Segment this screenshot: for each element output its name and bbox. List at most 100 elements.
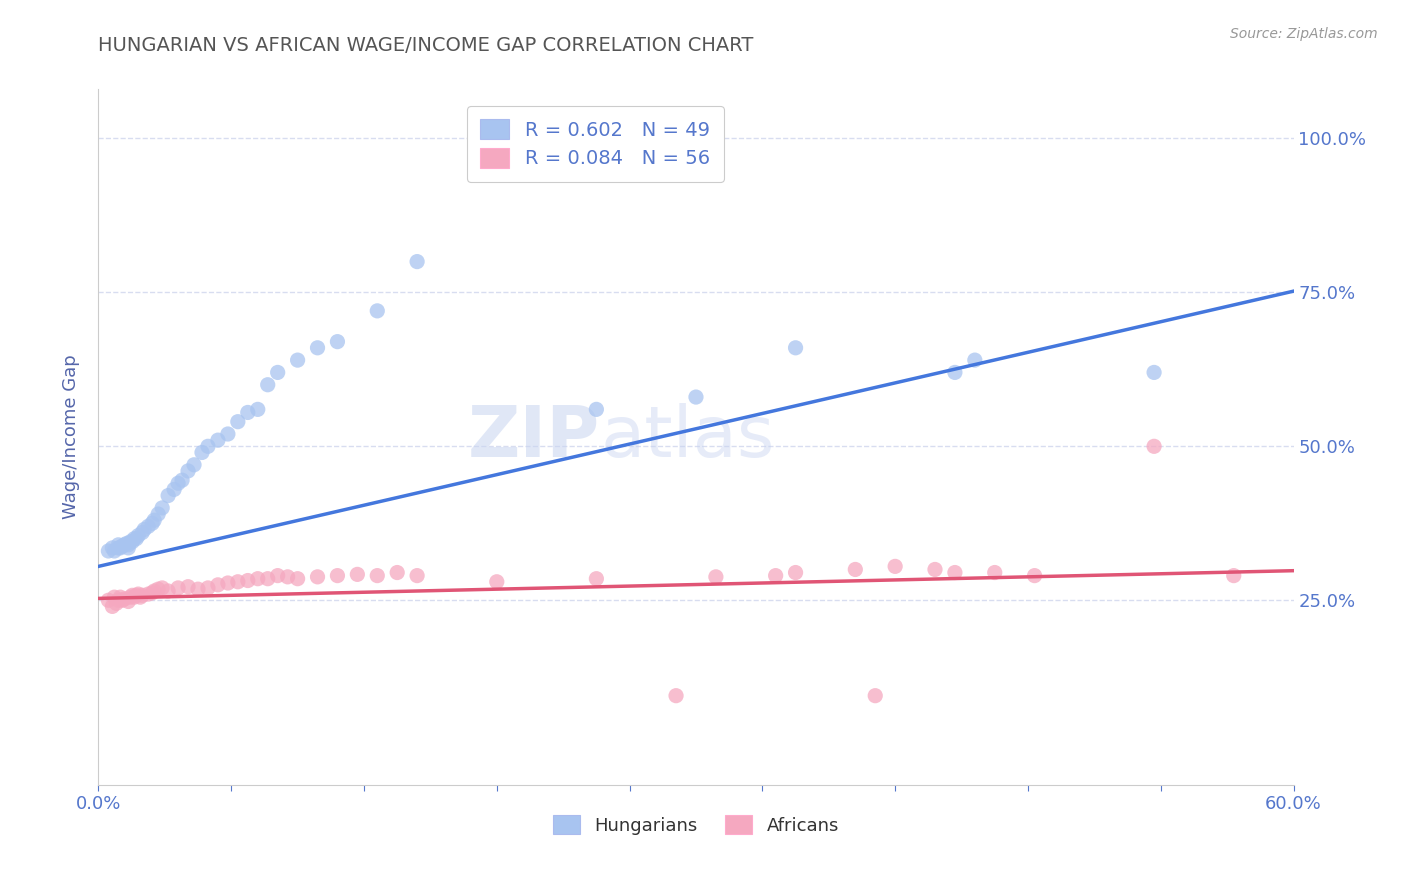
Point (112, 538, 135, 552)
Point (585, 572, 607, 586)
Point (136, 519, 159, 533)
Point (585, 402, 607, 417)
Point (101, 599, 124, 614)
Point (765, 568, 787, 582)
Point (884, 559, 907, 574)
Point (141, 516, 163, 531)
Point (134, 523, 156, 537)
Point (246, 402, 269, 417)
Point (236, 574, 259, 588)
Point (207, 433, 229, 447)
Point (107, 541, 129, 555)
Point (704, 570, 727, 584)
Point (131, 588, 153, 602)
Point (207, 578, 229, 592)
Point (346, 567, 368, 582)
Point (267, 366, 290, 380)
Point (406, 254, 429, 268)
Point (385, 566, 409, 580)
Point (984, 566, 1007, 580)
Point (326, 334, 349, 349)
Point (127, 587, 149, 601)
Point (226, 415, 249, 429)
Point (236, 405, 259, 419)
Point (117, 594, 139, 608)
Point (307, 570, 329, 584)
Text: ZIP: ZIP (468, 402, 600, 472)
Point (326, 568, 349, 582)
Point (665, 689, 688, 703)
Point (97, 544, 120, 558)
Point (226, 574, 249, 589)
Point (97, 593, 120, 607)
Point (111, 593, 134, 607)
Point (366, 303, 388, 318)
Y-axis label: Wage/Income Gap: Wage/Income Gap (62, 355, 80, 519)
Point (943, 566, 966, 580)
Point (143, 513, 166, 527)
Point (197, 581, 219, 595)
Point (121, 534, 143, 549)
Point (844, 562, 866, 576)
Point (115, 536, 138, 550)
Point (110, 541, 132, 555)
Point (105, 596, 128, 610)
Text: HUNGARIAN VS AFRICAN WAGE/INCOME GAP CORRELATION CHART: HUNGARIAN VS AFRICAN WAGE/INCOME GAP COR… (98, 36, 754, 54)
Point (157, 489, 180, 503)
Point (121, 588, 143, 602)
Point (111, 539, 134, 553)
Point (136, 587, 159, 601)
Point (163, 483, 186, 497)
Point (120, 590, 142, 604)
Point (127, 528, 149, 542)
Point (307, 341, 329, 355)
Point (256, 572, 278, 586)
Point (485, 574, 508, 589)
Point (157, 584, 180, 599)
Point (287, 572, 309, 586)
Point (150, 581, 173, 595)
Point (125, 532, 148, 546)
Point (129, 590, 152, 604)
Point (120, 534, 142, 549)
Point (148, 582, 170, 596)
Point (1024, 568, 1046, 582)
Point (924, 562, 946, 576)
Point (366, 568, 388, 582)
Point (110, 590, 132, 604)
Point (167, 476, 190, 491)
Point (197, 439, 219, 453)
Point (963, 353, 986, 368)
Point (256, 377, 278, 392)
Point (125, 588, 148, 602)
Point (277, 570, 299, 584)
Point (124, 590, 146, 604)
Point (1223, 568, 1246, 582)
Point (172, 473, 194, 487)
Point (148, 507, 170, 521)
Point (1143, 439, 1166, 453)
Point (183, 458, 205, 472)
Point (177, 464, 200, 478)
Point (103, 590, 125, 604)
Point (685, 390, 707, 404)
Point (124, 532, 146, 546)
Point (865, 689, 887, 703)
Point (101, 541, 124, 555)
Point (246, 572, 269, 586)
Point (150, 500, 173, 515)
Point (117, 541, 139, 555)
Point (141, 586, 163, 600)
Point (117, 538, 139, 552)
Point (406, 568, 429, 582)
Point (131, 525, 153, 540)
Point (287, 353, 309, 368)
Point (112, 592, 135, 607)
Point (943, 366, 966, 380)
Point (1143, 366, 1166, 380)
Point (191, 445, 214, 459)
Text: atlas: atlas (600, 402, 775, 472)
Text: Source: ZipAtlas.com: Source: ZipAtlas.com (1230, 27, 1378, 41)
Point (785, 341, 807, 355)
Point (217, 427, 239, 442)
